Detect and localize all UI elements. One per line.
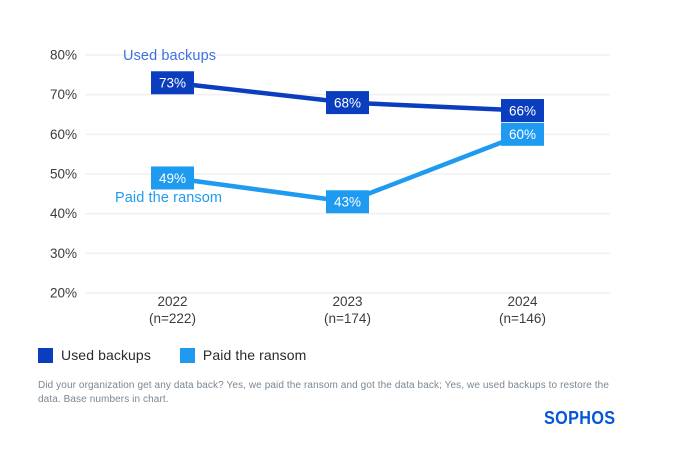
data-label-value: 49% bbox=[159, 171, 186, 186]
data-label-box bbox=[501, 122, 544, 146]
sophos-logo: SOPHOS bbox=[544, 408, 616, 428]
line-chart-canvas: 80% 70% 60% 50% 40% 30% 20% 2022 (n=222) 2023 (n=1… bbox=[50, 48, 610, 326]
data-label-box bbox=[501, 99, 544, 123]
data-label-box bbox=[326, 190, 369, 214]
chart-legend: Used backups Paid the ransom bbox=[38, 347, 335, 363]
y-tick-label: 70% bbox=[50, 87, 77, 102]
x-tick-sublabel: (n=174) bbox=[324, 311, 371, 326]
legend-label-used-backups: Used backups bbox=[61, 347, 151, 363]
data-label-box bbox=[151, 166, 194, 190]
legend-label-paid-ransom: Paid the ransom bbox=[202, 347, 307, 363]
legend-item-used-backups: Used backups bbox=[38, 347, 151, 363]
legend-swatch-used-backups-icon bbox=[38, 347, 53, 363]
x-tick-label: 2024 bbox=[507, 294, 538, 309]
legend-swatch-paid-ransom-icon bbox=[179, 347, 195, 363]
y-tick-label: 50% bbox=[50, 167, 77, 182]
legend-item-paid-ransom: Paid the ransom bbox=[179, 347, 307, 363]
data-label-box bbox=[151, 71, 194, 95]
data-label-value: 43% bbox=[334, 195, 361, 210]
x-tick-sublabel: (n=222) bbox=[149, 311, 196, 326]
series-annotation-used-backups: Used backups bbox=[123, 48, 217, 64]
data-label-value: 66% bbox=[509, 103, 536, 118]
y-tick-label: 80% bbox=[50, 48, 77, 63]
data-label-value: 60% bbox=[509, 127, 536, 142]
data-label-value: 73% bbox=[159, 76, 186, 91]
y-tick-label: 40% bbox=[50, 206, 77, 221]
y-tick-label: 20% bbox=[50, 286, 77, 301]
y-tick-label: 60% bbox=[50, 127, 77, 142]
x-tick-label: 2022 bbox=[157, 294, 187, 309]
data-label-box bbox=[326, 91, 369, 115]
x-tick-label: 2023 bbox=[332, 294, 362, 309]
x-tick-sublabel: (n=146) bbox=[499, 311, 546, 326]
chart-footnote: Did your organization get any data back?… bbox=[38, 380, 610, 405]
y-tick-label: 30% bbox=[50, 246, 77, 261]
series-annotation-paid-ransom: Paid the ransom bbox=[115, 190, 223, 206]
data-label-value: 68% bbox=[334, 95, 361, 110]
